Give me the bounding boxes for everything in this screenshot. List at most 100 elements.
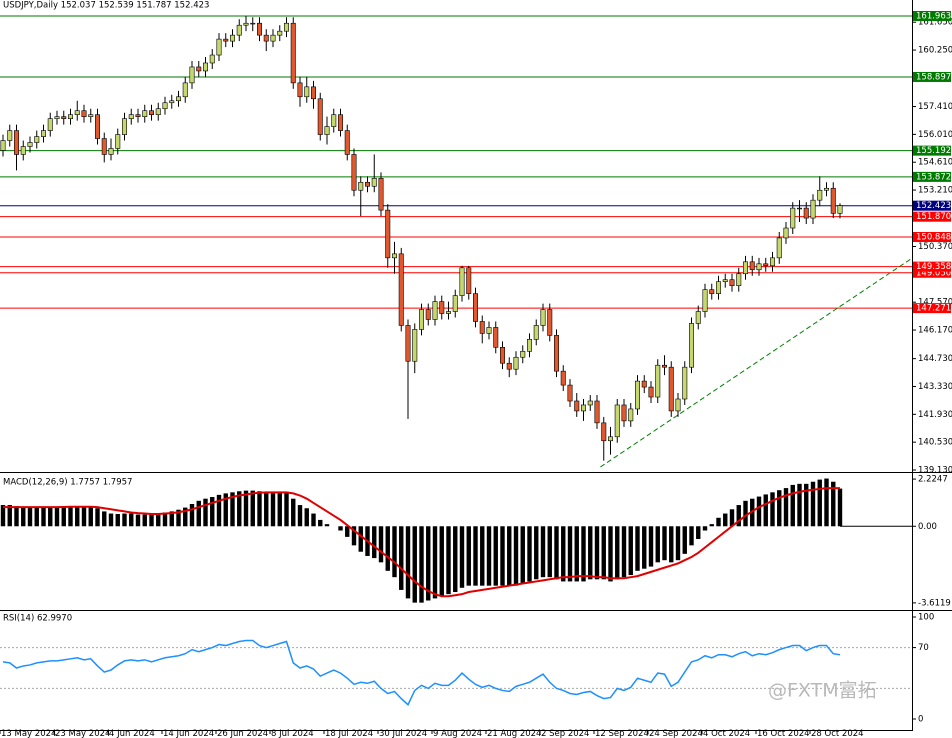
macd-bar (588, 526, 593, 580)
x-tick-label: 24 Sep 2024 (649, 729, 703, 738)
macd-bar (736, 505, 741, 527)
level-label: 161.963 (916, 12, 951, 22)
candle-body (749, 261, 755, 271)
candle-body (810, 199, 816, 219)
macd-bar (54, 506, 60, 527)
candle-body (520, 350, 526, 358)
candle-body (149, 110, 155, 115)
macd-bar (61, 506, 66, 527)
candle-body (540, 309, 546, 326)
candle-body (742, 261, 748, 275)
candle-body (74, 110, 80, 115)
candle-body (128, 114, 134, 119)
candle-body (560, 370, 566, 386)
candle-body (486, 327, 492, 334)
macd-bar (581, 526, 586, 582)
level-label: 155.192 (916, 146, 951, 156)
candle-body (371, 178, 377, 187)
macd-bar (412, 526, 417, 603)
candle-body (729, 279, 735, 286)
candle-body (790, 207, 796, 229)
candle-body (567, 384, 573, 402)
candle-body (763, 263, 769, 267)
candle-body (418, 309, 424, 330)
y-tick-label: 2.2247 (918, 475, 948, 485)
macd-bar (783, 488, 789, 527)
macd-bar (743, 500, 748, 527)
candle-body (270, 34, 276, 42)
level-label: 151.870 (916, 212, 951, 222)
x-tick-label: 12 Sep 2024 (595, 729, 649, 738)
candle-body (95, 114, 101, 139)
candle-body (695, 311, 701, 324)
candle-body (337, 114, 343, 131)
candle-body (27, 142, 33, 147)
macd-bar (729, 509, 735, 527)
candle-body (776, 237, 782, 259)
macd-bar (75, 506, 80, 527)
candle-body (425, 309, 431, 320)
candle-body (756, 263, 762, 271)
macd-bar (432, 526, 438, 599)
macd-bar (257, 491, 262, 527)
y-tick-label: 160.250 (918, 46, 952, 56)
candle-body (466, 267, 472, 294)
candle-body (236, 24, 242, 36)
macd-bar (270, 492, 276, 527)
candle-body (34, 136, 40, 143)
y-tick-label: 100 (918, 612, 934, 622)
candle-body (317, 98, 323, 135)
y-tick-label: 143.330 (918, 382, 952, 392)
candle-body (675, 398, 681, 412)
macd-panel-title: MACD(12,26,9) 1.7757 1.7957 (3, 478, 132, 488)
candle-body (20, 146, 26, 155)
candle-body (304, 86, 310, 98)
candle-body (7, 130, 13, 141)
candle-body (526, 339, 532, 352)
candle-body (607, 436, 613, 442)
candle-body (256, 22, 262, 36)
candle-body (378, 178, 384, 211)
candle-body (513, 356, 519, 370)
macd-bar (324, 524, 330, 527)
macd-bar (520, 526, 525, 584)
x-tick-label: 2 Sep 2024 (541, 729, 589, 738)
macd-bar (399, 526, 404, 590)
macd-bar (601, 526, 606, 580)
macd-bar (304, 508, 309, 527)
candle-body (243, 22, 249, 26)
candle-body (182, 82, 188, 98)
candle-body (580, 404, 586, 412)
candle-body (0, 140, 6, 151)
candle-body (290, 22, 296, 84)
level-label: 150.848 (916, 233, 951, 243)
candle-body (479, 321, 485, 334)
price-panel-title: USDJPY,Daily 152.037 152.539 151.787 152… (3, 1, 209, 11)
candle-body (297, 82, 303, 98)
candle-body (331, 114, 337, 127)
macd-bar (702, 526, 708, 531)
candle-body (803, 207, 809, 219)
candle-body (459, 267, 465, 296)
macd-bar (527, 526, 532, 582)
level-label-box (913, 71, 951, 82)
candle-body (310, 86, 316, 100)
level-label-box (913, 232, 951, 243)
candle-body (54, 116, 60, 119)
macd-bar (108, 513, 114, 527)
candle-body (358, 181, 364, 191)
candle-body (14, 130, 20, 155)
candle-body (122, 118, 128, 135)
macd-bar (500, 526, 505, 586)
candle-body (601, 422, 607, 442)
macd-bar (648, 526, 654, 567)
candle-body (837, 205, 843, 214)
x-tick-label: 30 Jul 2024 (379, 729, 427, 738)
macd-bar (277, 492, 282, 527)
level-label: 152.423 (916, 201, 951, 211)
candle-body (722, 279, 728, 283)
macd-bar (203, 498, 208, 527)
candle-body (547, 309, 553, 336)
level-label: 149.358 (916, 262, 951, 272)
